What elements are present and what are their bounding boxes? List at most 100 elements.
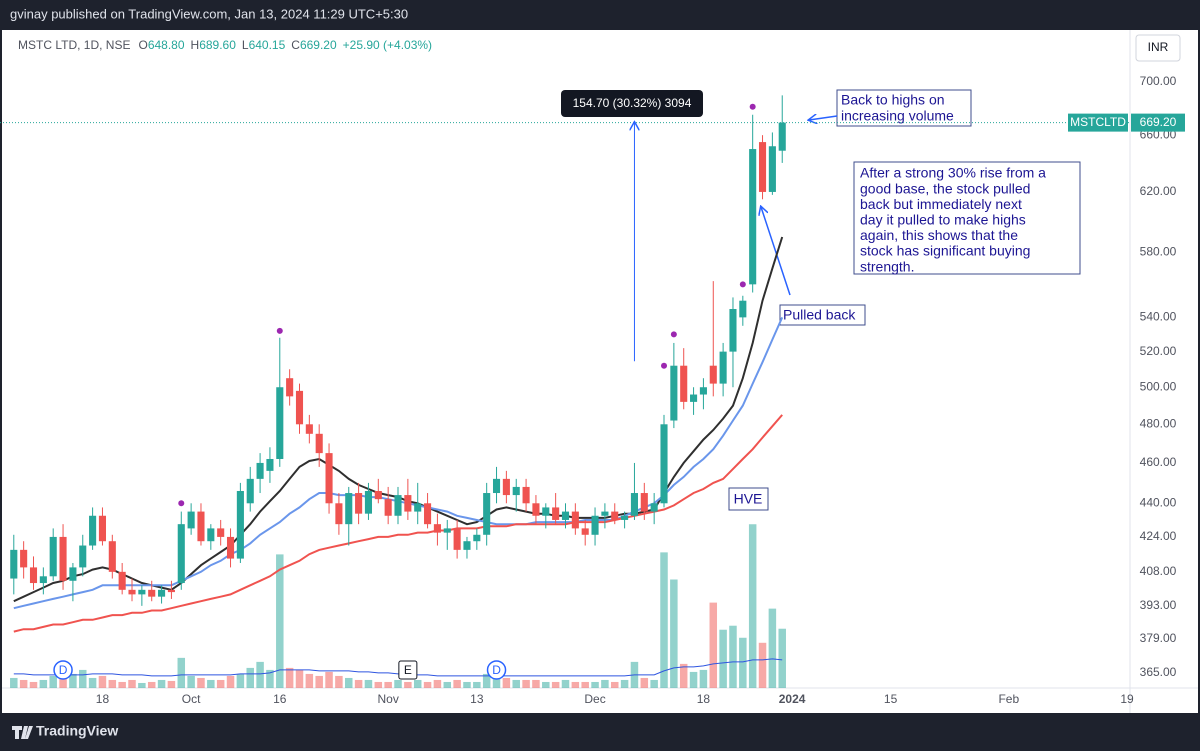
- volume-bar: [482, 673, 491, 688]
- candle-body: [719, 351, 727, 384]
- volume-bar: [177, 657, 186, 688]
- signal-dot: [749, 103, 756, 110]
- legend-key: L: [242, 38, 249, 52]
- volume-bar: [266, 669, 274, 688]
- legend-key: C: [291, 38, 300, 52]
- volume-bar: [502, 677, 511, 688]
- candle-body: [621, 515, 629, 520]
- candle-body: [10, 549, 18, 579]
- volume-bar: [729, 625, 737, 688]
- candle-body: [404, 495, 412, 512]
- candle-body: [315, 433, 323, 454]
- y-tick-label: 480.00: [1140, 416, 1177, 430]
- currency-button[interactable]: [1135, 34, 1181, 62]
- legend-value: 689.60: [199, 38, 236, 52]
- candle-body: [158, 589, 166, 597]
- y-tick-label: 580.00: [1140, 245, 1177, 259]
- volume-bar: [374, 681, 383, 688]
- volume-bar: [739, 637, 747, 688]
- candle-body: [758, 142, 767, 192]
- volume-bar: [345, 677, 353, 688]
- event-marker: [398, 660, 418, 680]
- volume-bar: [285, 667, 294, 688]
- candle-body: [89, 515, 97, 546]
- candle-body: [571, 511, 579, 529]
- volume-bar: [620, 679, 629, 688]
- volume-bar: [157, 679, 166, 688]
- annotation-text: increasing volume: [841, 108, 954, 124]
- candle-body: [384, 499, 392, 516]
- volume-bar: [473, 681, 481, 688]
- event-marker: [486, 660, 507, 680]
- volume-bar: [601, 679, 609, 688]
- volume-bar: [611, 681, 619, 688]
- candle-body: [355, 493, 363, 514]
- candle-body: [236, 490, 244, 559]
- annotation-text: back but immediately next: [860, 196, 1022, 212]
- volume-bar: [640, 677, 649, 688]
- y-tick-label: 379.00: [1140, 631, 1177, 645]
- volume-bar: [542, 681, 550, 688]
- volume-bar: [591, 681, 599, 688]
- candle-body: [79, 545, 87, 568]
- annotation-text: HVE: [734, 491, 763, 507]
- x-tick-label: 19: [1120, 692, 1134, 706]
- volume-bar: [394, 679, 402, 688]
- candle-body: [502, 478, 510, 496]
- annotation-box: [853, 161, 1081, 275]
- event-label: D: [59, 663, 68, 677]
- y-tick-label: 424.00: [1140, 529, 1177, 543]
- signal-dot: [739, 281, 746, 288]
- volume-bar: [19, 679, 28, 688]
- event-label: E: [404, 663, 412, 677]
- volume-bar: [226, 675, 235, 688]
- y-tick-label: 393.00: [1140, 598, 1177, 612]
- y-tick-label: 700.00: [1140, 74, 1177, 88]
- annotation-arrow: [809, 116, 838, 120]
- candle-body: [453, 528, 461, 550]
- published-line: gvinay published on TradingView.com, Jan…: [10, 6, 408, 21]
- volume-bar: [187, 675, 195, 688]
- candle-body: [739, 300, 747, 318]
- candle-body: [177, 524, 185, 584]
- candle-body: [325, 453, 333, 504]
- candle-body: [29, 567, 38, 584]
- last-price-tag-box: [1068, 113, 1128, 132]
- volume-bar: [384, 681, 392, 688]
- candle-body: [512, 486, 520, 496]
- candle-body: [128, 589, 136, 595]
- y-tick-label: 460.00: [1140, 455, 1177, 469]
- annotation-text: Back to highs on: [841, 92, 945, 108]
- legend-key: H: [191, 38, 200, 52]
- volume-bar: [325, 671, 333, 688]
- candle-body: [709, 365, 717, 384]
- annotation-text: good base, the stock pulled: [860, 180, 1030, 196]
- annotation-text: again, this shows that the: [860, 227, 1018, 243]
- annotation-text: Pulled back: [783, 307, 856, 323]
- annotation-box: [728, 487, 769, 511]
- x-tick-label: 13: [470, 692, 484, 706]
- annotation-box: [779, 304, 866, 326]
- volume-bar: [650, 679, 658, 688]
- candle-body: [522, 486, 530, 504]
- candle-body: [335, 503, 343, 525]
- volume-bar: [138, 682, 146, 688]
- candle-body: [463, 541, 471, 550]
- candle-body: [39, 576, 47, 584]
- legend-value: 640.15: [249, 38, 286, 52]
- volume-bar: [778, 628, 786, 688]
- volume-bar: [10, 677, 18, 688]
- volume-ma: [13, 658, 783, 677]
- x-tick-label: Nov: [377, 692, 398, 706]
- y-tick-label: 520.00: [1140, 344, 1177, 358]
- volume-bar: [147, 681, 156, 688]
- x-tick-label: Oct: [182, 692, 201, 706]
- volume-bar: [561, 679, 570, 688]
- candle-body: [552, 507, 560, 520]
- footer-brand: TradingView: [36, 723, 118, 739]
- candle-body: [217, 528, 225, 537]
- legend-change: +25.90 (+4.03%): [343, 38, 432, 52]
- candle-body: [542, 507, 550, 516]
- candle-body: [266, 458, 274, 471]
